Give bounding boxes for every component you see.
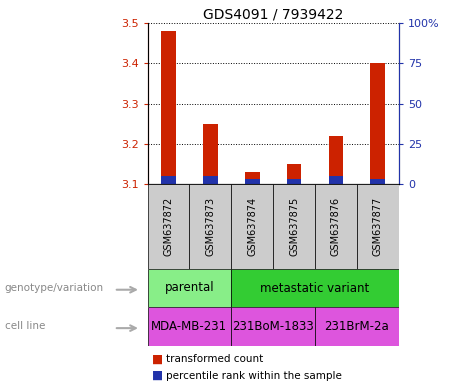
Text: GSM637875: GSM637875 <box>289 197 299 256</box>
Bar <box>357 184 399 269</box>
Bar <box>329 136 343 184</box>
Bar <box>371 63 385 184</box>
Text: MDA-MB-231: MDA-MB-231 <box>151 320 227 333</box>
Text: GSM637872: GSM637872 <box>164 197 173 256</box>
Bar <box>189 184 231 269</box>
Bar <box>231 307 315 346</box>
Bar <box>329 176 343 184</box>
Bar <box>245 172 260 184</box>
Bar <box>245 179 260 184</box>
Bar <box>161 31 176 184</box>
Text: genotype/variation: genotype/variation <box>5 283 104 293</box>
Bar <box>315 184 357 269</box>
Text: GSM637876: GSM637876 <box>331 197 341 256</box>
Bar <box>231 269 399 307</box>
Text: GSM637873: GSM637873 <box>205 197 215 256</box>
Bar <box>148 269 231 307</box>
Bar <box>287 164 301 184</box>
Text: 231BrM-2a: 231BrM-2a <box>325 320 389 333</box>
Bar <box>287 179 301 184</box>
Bar <box>315 307 399 346</box>
Bar <box>273 184 315 269</box>
Text: metastatic variant: metastatic variant <box>260 281 370 295</box>
Text: 231BoM-1833: 231BoM-1833 <box>232 320 314 333</box>
Text: transformed count: transformed count <box>166 354 263 364</box>
Bar <box>371 179 385 184</box>
Text: percentile rank within the sample: percentile rank within the sample <box>166 371 342 381</box>
Text: cell line: cell line <box>5 321 45 331</box>
Text: parental: parental <box>165 281 214 295</box>
Text: GSM637877: GSM637877 <box>373 197 383 256</box>
Bar <box>161 176 176 184</box>
Bar <box>148 307 231 346</box>
Text: GSM637874: GSM637874 <box>247 197 257 256</box>
Text: ■: ■ <box>152 353 163 366</box>
Text: ■: ■ <box>152 369 163 382</box>
Bar <box>203 176 218 184</box>
Bar <box>231 184 273 269</box>
Title: GDS4091 / 7939422: GDS4091 / 7939422 <box>203 8 343 22</box>
Bar <box>203 124 218 184</box>
Bar <box>148 184 189 269</box>
